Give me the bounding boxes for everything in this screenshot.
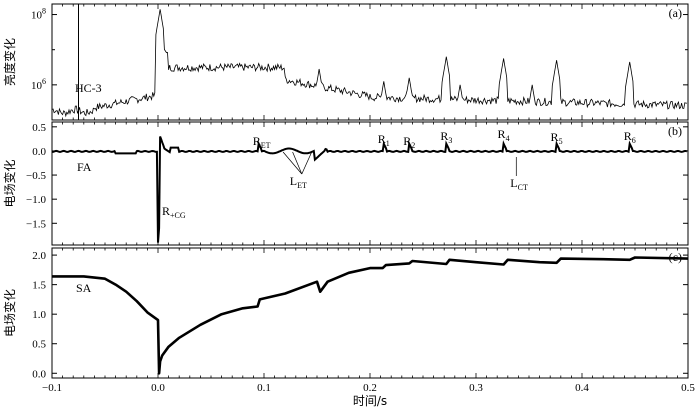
x-tick-label: −0.1	[42, 382, 62, 394]
panel-label: (c)	[669, 250, 682, 264]
series-line-hc3	[51, 9, 687, 118]
x-tick-label: 0.3	[469, 382, 483, 394]
y-tick-label: −1.5	[26, 218, 46, 230]
x-tick-label: 0.5	[681, 382, 695, 394]
event-annotation: R4	[498, 127, 510, 143]
event-annotation: R5	[551, 130, 563, 146]
x-axis: −0.1 0.0 0.1 0.2 0.3 0.4 0.5 时间/s	[42, 382, 695, 408]
series-name: HC-3	[75, 81, 102, 95]
y-tick-label: 0.0	[32, 368, 46, 380]
y-tick-label: 2.0	[32, 250, 46, 262]
event-annotation: RET	[253, 134, 271, 150]
x-axis-label: 时间/s	[353, 394, 387, 408]
y-axis-label: 电场变化	[2, 159, 17, 207]
plot-frame	[51, 121, 689, 246]
y-tick-label: 0.5	[32, 122, 46, 134]
series-name: SA	[76, 281, 92, 295]
y-tick-label: −1.0	[26, 194, 46, 206]
annotation-leader	[292, 151, 303, 175]
event-annotation: R3	[440, 129, 452, 145]
panel-label: (b)	[668, 124, 682, 138]
y-tick-label: 108	[31, 7, 46, 22]
series-line-fa	[52, 136, 688, 243]
annotation-leader	[282, 151, 303, 175]
x-tick-label: 0.1	[257, 382, 271, 394]
y-axis-label: 电场变化	[2, 289, 17, 337]
panel-a: 106 108 亮度变化 HC-3 (a)	[2, 3, 689, 121]
y-tick-label: −0.5	[26, 170, 46, 182]
y-tick-label: 0.5	[32, 339, 46, 351]
y-tick-label: 1.0	[32, 309, 46, 321]
y-tick-label: 106	[31, 77, 46, 92]
panel-label: (a)	[669, 6, 682, 20]
event-annotation: R2	[403, 134, 415, 150]
event-annotation: R1	[378, 132, 390, 148]
annotation-leader	[301, 151, 313, 175]
event-annotation: LET	[290, 174, 307, 190]
event-annotation: LCT	[510, 176, 528, 192]
y-axis-label: 亮度变化	[2, 38, 17, 86]
panel-c: 2.0 1.5 1.0 0.5 0.0 电场变化 SA (c)	[2, 247, 689, 380]
series-line-sa	[52, 256, 689, 375]
y-tick-label: 1.5	[32, 280, 46, 292]
x-tick-label: 0.4	[575, 382, 589, 394]
event-annotation: R6	[624, 129, 636, 145]
event-annotation: R+CG	[162, 204, 186, 220]
y-tick-label: 0.0	[32, 146, 46, 158]
x-tick-label: 0.2	[363, 382, 377, 394]
panel-b: 0.5 0.0 −0.5 −1.0 −1.5 R+CG RET LET R1 R2 R3 R4 LCT R…	[2, 121, 689, 246]
series-name: FA	[77, 160, 92, 174]
x-tick-label: 0.0	[151, 382, 165, 394]
